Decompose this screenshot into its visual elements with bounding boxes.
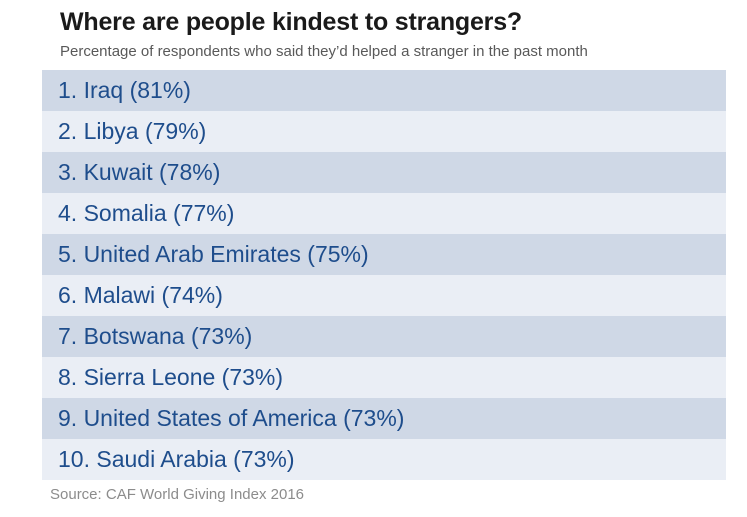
table-row: 6. Malawi (74%) <box>42 275 726 316</box>
table-row: 2. Libya (79%) <box>42 111 726 152</box>
table-row: 1. Iraq (81%) <box>42 70 726 111</box>
table-row: 5. United Arab Emirates (75%) <box>42 234 726 275</box>
table-row: 9. United States of America (73%) <box>42 398 726 439</box>
source-note: Source: CAF World Giving Index 2016 <box>50 486 305 503</box>
ranking-table: 1. Iraq (81%) 2. Libya (79%) 3. Kuwait (… <box>42 70 726 480</box>
table-row: 3. Kuwait (78%) <box>42 152 726 193</box>
table-row: 8. Sierra Leone (73%) <box>42 357 726 398</box>
chart-subtitle: Percentage of respondents who said they’… <box>60 43 588 60</box>
chart-title: Where are people kindest to strangers? <box>60 8 522 36</box>
table-row: 7. Botswana (73%) <box>42 316 726 357</box>
table-row: 10. Saudi Arabia (73%) <box>42 439 726 480</box>
table-row: 4. Somalia (77%) <box>42 193 726 234</box>
